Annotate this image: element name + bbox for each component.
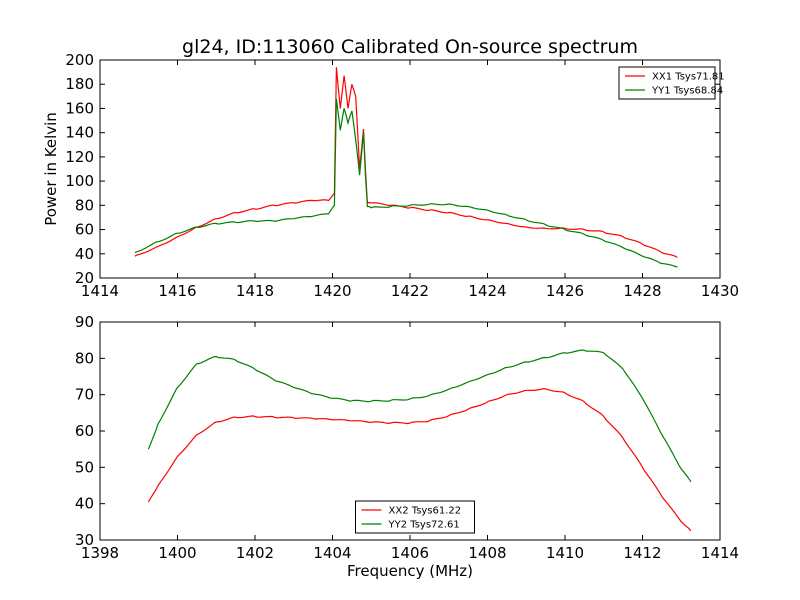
top-panel: 1414 1416 1418 1420 1422 1424 1426 1428 1430 20 40… (42, 51, 739, 300)
series-line-2 (134, 98, 678, 268)
x-tick-label: 1426 (546, 282, 584, 300)
x-tick-label: 1410 (546, 544, 584, 562)
x-tick-label: 1422 (391, 282, 429, 300)
y-axis-label: Power in Kelvin (42, 112, 60, 226)
y-tick-label: 180 (65, 75, 94, 93)
legend-label: YY2 Tsys72.61 (388, 520, 460, 531)
series-line-2 (147, 349, 692, 483)
y-tick-label: 70 (75, 386, 94, 404)
y-tick-label: 60 (75, 221, 94, 239)
x-tick-label: 1418 (236, 282, 274, 300)
y-tick-label: 80 (75, 196, 94, 214)
y-tick-label: 40 (75, 495, 94, 513)
legend-box (355, 500, 475, 534)
x-tick-label: 1424 (468, 282, 506, 300)
x-tick-label: 1414 (81, 282, 119, 300)
x-tick-label: 1406 (391, 544, 429, 562)
legend: XX1 Tsys71.81 YY1 Tsys68.84 (618, 66, 725, 100)
x-tick-label: 1408 (468, 544, 506, 562)
x-axis-label: Frequency (MHz) (347, 562, 473, 580)
y-tick-label: 90 (75, 313, 94, 331)
x-tick-label: 1412 (623, 544, 661, 562)
x-tick-label: 1420 (313, 282, 351, 300)
legend: XX2 Tsys61.22 YY2 Tsys72.61 (355, 500, 475, 534)
y-tick-label: 30 (75, 531, 94, 549)
y-tick-label: 200 (65, 51, 94, 69)
x-tick-label: 1414 (701, 544, 739, 562)
x-tick-label: 1430 (701, 282, 739, 300)
x-tick-label: 1400 (158, 544, 196, 562)
series-line-1 (147, 388, 692, 532)
chart-title: gl24, ID:113060 Calibrated On-source spe… (182, 36, 638, 58)
y-tick-label: 50 (75, 458, 94, 476)
y-tick-label: 60 (75, 422, 94, 440)
y-tick-label: 160 (65, 99, 94, 117)
legend-box (618, 66, 716, 100)
legend-label: XX2 Tsys61.22 (389, 506, 462, 517)
x-tick-label: 1428 (623, 282, 661, 300)
x-tick-label: 1404 (313, 544, 351, 562)
bottom-panel: 1398 1400 1402 1404 1406 1408 1410 1412 1414 30 40… (75, 313, 739, 580)
y-tick-label: 120 (65, 148, 94, 166)
x-tick-label: 1398 (81, 544, 119, 562)
y-tick-label: 40 (75, 245, 94, 263)
y-tick-label: 100 (65, 172, 94, 190)
y-tick-label: 20 (75, 269, 94, 287)
y-tick-label: 140 (65, 124, 94, 142)
y-tick-label: 80 (75, 349, 94, 367)
x-tick-label: 1402 (236, 544, 274, 562)
x-tick-label: 1416 (158, 282, 196, 300)
legend-label: XX1 Tsys71.81 (652, 72, 725, 83)
series-line-1 (134, 67, 678, 258)
legend-label: YY1 Tsys68.84 (651, 86, 723, 97)
